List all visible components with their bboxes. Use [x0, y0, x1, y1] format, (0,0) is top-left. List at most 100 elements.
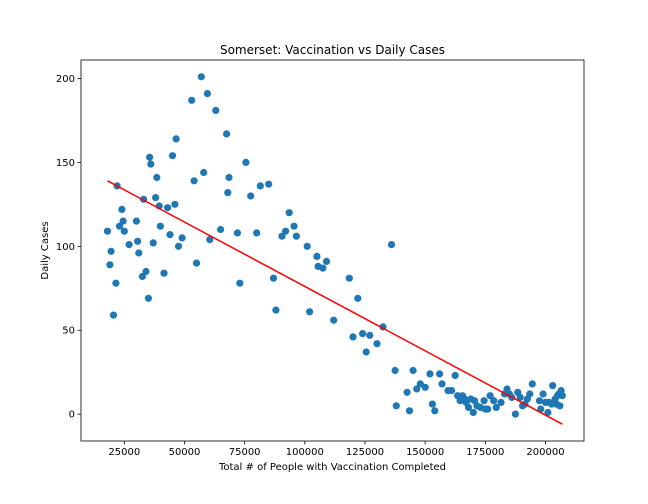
scatter-point-75: [391, 366, 399, 375]
scatter-point-78: [405, 407, 414, 415]
scatter-point-96: [464, 403, 473, 411]
scatter-point-14: [138, 272, 146, 281]
scatter-point-71: [366, 331, 374, 339]
y-tick-label-2: 100: [56, 242, 75, 253]
scatter-point-58: [292, 232, 300, 240]
x-tick-label-6: 175000: [466, 447, 504, 458]
scatter-point-28: [168, 152, 177, 160]
scatter-point-115: [516, 393, 524, 401]
x-axis-label: Total # of People with Vaccination Compl…: [218, 462, 446, 473]
scatter-point-74: [387, 241, 396, 249]
scatter-point-21: [152, 194, 160, 202]
scatter-point-65: [330, 316, 338, 324]
scatter-point-6: [115, 222, 124, 230]
scatter-point-3: [109, 311, 118, 319]
scatter-point-40: [212, 106, 220, 114]
scatter-point-87: [438, 380, 446, 388]
scatter-point-47: [242, 158, 250, 166]
scatter-point-10: [125, 241, 133, 249]
y-axis-label: Daily Cases: [40, 221, 51, 279]
scatter-point-2: [107, 247, 115, 255]
scatter-point-18: [146, 153, 154, 161]
x-tick-label-5: 150000: [406, 447, 444, 458]
scatter-point-83: [426, 370, 434, 378]
scatter-point-54: [278, 232, 286, 240]
scatter-point-61: [313, 252, 321, 260]
scatter-point-12: [134, 237, 142, 245]
scatter-point-77: [403, 388, 411, 396]
scatter-point-120: [528, 380, 536, 388]
scatter-point-13: [135, 249, 143, 257]
scatter-point-59: [303, 242, 311, 250]
scatter-point-56: [285, 209, 293, 217]
scatter-point-133: [556, 402, 564, 410]
scatter-point-102: [480, 397, 488, 405]
scatter-point-66: [345, 274, 353, 282]
scatter-point-42: [223, 130, 231, 138]
scatter-point-37: [200, 168, 208, 177]
scatter-point-11: [132, 217, 140, 225]
scatter-point-60: [306, 308, 314, 316]
scatter-point-63: [319, 264, 327, 272]
scatter-point-108: [497, 398, 505, 406]
scatter-point-90: [451, 371, 459, 380]
scatter-point-22: [153, 173, 161, 182]
scatter-point-44: [225, 173, 233, 182]
scatter-point-46: [236, 279, 244, 287]
points-layer: [103, 73, 566, 418]
scatter-point-67: [349, 333, 357, 341]
scatter-point-84: [428, 400, 436, 408]
scatter-point-50: [256, 182, 264, 190]
x-axis-ticks: 25000 50000 75000 100000 125000 150000 175000 2…: [108, 441, 565, 458]
scatter-point-98: [469, 408, 477, 417]
scatter-point-19: [147, 160, 155, 168]
scatter-point-64: [322, 257, 331, 265]
scatter-point-34: [190, 177, 198, 185]
scatter-point-25: [160, 269, 168, 277]
trendline: [107, 180, 563, 425]
scatter-point-106: [490, 397, 498, 405]
scatter-point-128: [549, 382, 557, 390]
scatter-point-49: [253, 229, 261, 237]
scatter-point-70: [362, 348, 370, 356]
scatter-point-4: [112, 279, 120, 287]
y-tick-label-0: 0: [69, 410, 75, 421]
scatter-point-7: [118, 205, 126, 213]
scatter-point-31: [174, 242, 183, 250]
x-tick-label-1: 50000: [169, 447, 201, 458]
x-tick-label-2: 75000: [229, 447, 261, 458]
scatter-point-8: [119, 217, 127, 225]
scatter-point-113: [511, 410, 519, 418]
scatter-point-119: [526, 390, 534, 398]
scatter-point-36: [197, 73, 205, 81]
plot-area: [80, 59, 585, 442]
scatter-point-89: [448, 387, 456, 395]
scatter-point-1: [106, 261, 114, 269]
scatter-point-69: [359, 330, 367, 338]
scatter-point-43: [224, 189, 232, 197]
scatter-point-9: [120, 227, 128, 235]
chart-title: Somerset: Vaccination vs Daily Cases: [220, 43, 445, 57]
scatter-point-105: [486, 392, 494, 400]
scatter-point-79: [409, 366, 417, 375]
scatter-point-39: [206, 236, 214, 244]
x-tick-label-4: 125000: [346, 447, 384, 458]
scatter-point-48: [247, 192, 255, 200]
scatter-point-68: [354, 294, 362, 302]
scatter-point-80: [413, 385, 421, 393]
scatter-point-17: [144, 294, 152, 302]
scatter-point-51: [265, 180, 273, 188]
scatter-point-52: [269, 274, 278, 282]
scatter-point-86: [436, 370, 444, 378]
scatter-point-30: [172, 135, 180, 143]
y-tick-label-4: 200: [56, 74, 75, 85]
scatter-point-27: [166, 231, 174, 239]
x-tick-label-3: 100000: [286, 447, 324, 458]
x-tick-label-0: 25000: [108, 447, 140, 458]
y-axis-ticks: 0 50 100 150 200: [56, 74, 81, 421]
scatter-point-53: [272, 306, 280, 314]
scatter-point-16: [142, 267, 150, 276]
y-tick-label-1: 50: [62, 326, 75, 337]
scatter-point-32: [178, 234, 186, 242]
